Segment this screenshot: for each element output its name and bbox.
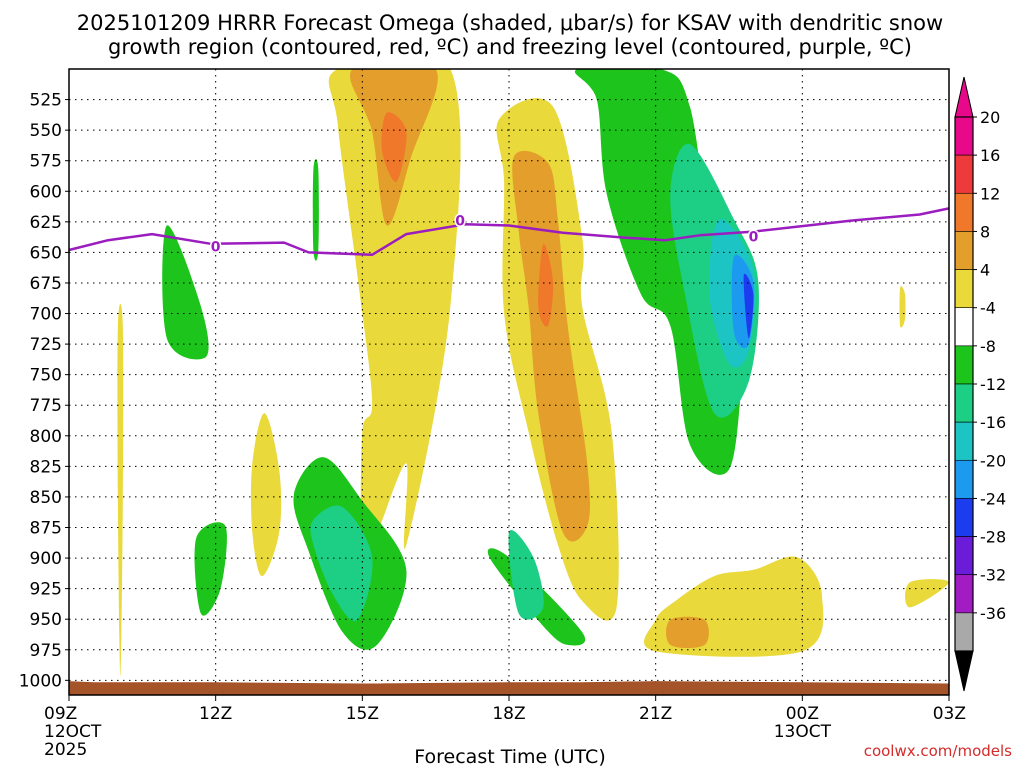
- colorbar-bin: [954, 231, 974, 270]
- omega-region-pos-d-inner: [512, 150, 590, 542]
- colorbar-bin: [954, 269, 974, 309]
- colorbar-label: -12: [980, 375, 1006, 394]
- y-tick-label: 975: [30, 641, 62, 661]
- colorbar-bin: [954, 192, 974, 232]
- credit-text: coolwx.com/models: [864, 742, 1012, 760]
- x-tick-label: 15Z: [346, 704, 379, 724]
- colorbar-label: -32: [980, 566, 1006, 585]
- omega-region-pos-d-core: [538, 243, 554, 327]
- omega-region-pos-g: [905, 579, 949, 608]
- omega-region-neg-d-inner: [310, 505, 373, 622]
- y-tick-label: 800: [30, 427, 62, 447]
- y-tick-label: 650: [30, 243, 62, 263]
- omega-region-neg-f-center: [743, 273, 754, 339]
- y-tick-label: 900: [30, 549, 62, 569]
- freezing-level-label: 0: [455, 214, 465, 230]
- colorbar-bin: [954, 421, 974, 461]
- colorbar-label: -28: [980, 528, 1006, 547]
- chart-title-line1: 2025101209 HRRR Forecast Omega (shaded, …: [77, 11, 943, 35]
- x-tick-label: 12Z: [199, 704, 232, 724]
- y-tick-label: 950: [30, 610, 62, 630]
- y-tick-label: 825: [30, 457, 62, 477]
- y-tick-label: 550: [30, 121, 62, 141]
- omega-region-pos-b: [250, 413, 282, 577]
- y-tick-label: 525: [30, 91, 62, 111]
- colorbar-bin: [954, 536, 974, 576]
- y-tick-label: 625: [30, 213, 62, 233]
- colorbar-label: 16: [980, 146, 1000, 165]
- plot-area: 0 0 0: [68, 68, 950, 696]
- x-tick-date: 13OCT: [774, 722, 832, 742]
- colorbar-bin-top: [954, 76, 974, 118]
- y-tick-label: 725: [30, 335, 62, 355]
- freezing-level-label: 0: [749, 230, 759, 246]
- omega-region-neg-a: [162, 225, 209, 360]
- y-tick-label: 575: [30, 152, 62, 172]
- y-tick-label: 850: [30, 488, 62, 508]
- x-tick-date: 12OCT: [44, 722, 102, 742]
- x-tick-label: 00Z: [786, 704, 819, 724]
- y-tick-label: 750: [30, 366, 62, 386]
- colorbar-bin: [954, 498, 974, 537]
- freezing-level-contour: 0 0 0: [68, 207, 950, 257]
- colorbar-bin: [954, 307, 974, 347]
- omega-region-pos-f: [899, 286, 906, 328]
- gridlines: [68, 69, 950, 695]
- x-tick-label: 18Z: [492, 704, 525, 724]
- colorbar-bin: [954, 154, 974, 194]
- colorbar-label: -8: [980, 337, 996, 356]
- y-tick-label: 600: [30, 182, 62, 202]
- colorbar-bin: [954, 345, 974, 385]
- colorbar-label: 20: [980, 108, 1000, 127]
- colorbar-label: -20: [980, 451, 1006, 470]
- colorbar-label: 8: [980, 222, 990, 241]
- omega-region-pos-a: [117, 303, 124, 677]
- y-tick-label: 700: [30, 305, 62, 325]
- colorbar-label: -36: [980, 604, 1006, 623]
- y-tick-label: 775: [30, 396, 62, 416]
- colorbar-label: 12: [980, 184, 1000, 203]
- colorbar-bin: [954, 612, 974, 652]
- colorbar-bin-bottom: [954, 650, 974, 692]
- x-tick-year: 2025: [44, 740, 87, 760]
- chart-title-line2: growth region (contoured, red, ºC) and f…: [108, 35, 912, 59]
- colorbar-bin: [954, 459, 974, 499]
- x-tick-label: 03Z: [933, 704, 966, 724]
- x-axis-label: Forecast Time (UTC): [414, 746, 605, 768]
- freezing-level-label: 0: [211, 239, 221, 255]
- colorbar: 20 16 12 8 4 -4 -8 -12 -16 -20 -24 -28 -32 -36: [954, 76, 1006, 692]
- y-tick-label: 1000: [19, 671, 62, 691]
- y-tick-label: 925: [30, 580, 62, 600]
- omega-region-neg-e-inner: [508, 529, 544, 620]
- y-tick-label: 675: [30, 274, 62, 294]
- x-tick-label: 21Z: [639, 704, 672, 724]
- colorbar-bin: [954, 574, 974, 614]
- colorbar-label: -24: [980, 489, 1006, 508]
- omega-region-neg-c: [194, 522, 227, 616]
- colorbar-bin: [954, 383, 974, 423]
- omega-region-pos-e-inner: [666, 616, 709, 649]
- freezing-level-line: [68, 207, 950, 257]
- surface-layer: [68, 681, 950, 696]
- x-tick-label: 09Z: [44, 704, 77, 724]
- y-axis: 525 550 575 600 625 650 675 700 725 750 775 800 825 8…: [19, 91, 69, 691]
- omega-regions: [117, 69, 949, 677]
- colorbar-label: -16: [980, 413, 1006, 432]
- colorbar-label: 4: [980, 261, 990, 280]
- y-tick-label: 875: [30, 518, 62, 538]
- colorbar-label: -4: [980, 299, 996, 318]
- omega-region-pos-c: [328, 69, 461, 552]
- surface-pressure-band: [68, 681, 950, 696]
- omega-region-neg-b: [312, 159, 319, 261]
- colorbar-bin: [954, 116, 974, 156]
